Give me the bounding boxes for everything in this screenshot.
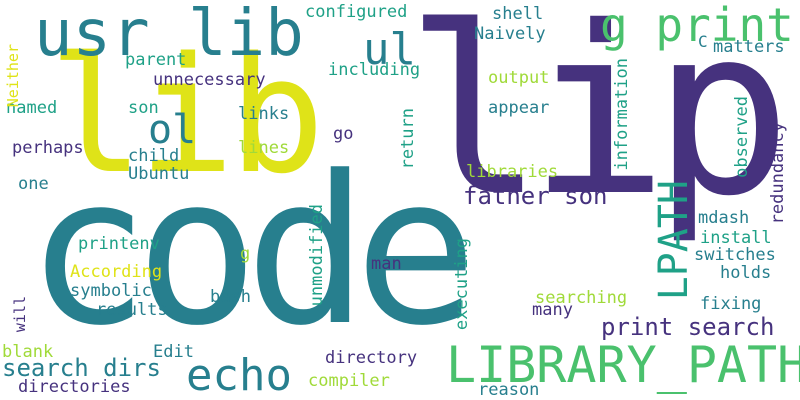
word-child: child — [128, 146, 180, 166]
word-go: go — [333, 124, 354, 144]
word-return: return — [398, 108, 418, 170]
word-links: links — [238, 104, 290, 124]
word-named: named — [6, 98, 58, 118]
word-naively: Naively — [474, 24, 546, 44]
word-reason: reason — [478, 380, 540, 400]
word-lip: lip — [405, 0, 792, 247]
word-shell: shell — [492, 4, 544, 24]
word-unnecessary: unnecessary — [153, 70, 266, 90]
word-bash: bash — [210, 287, 251, 307]
word-including: including — [328, 60, 421, 80]
word-install: install — [700, 228, 772, 248]
word-g-print: g print — [600, 0, 794, 52]
word-son: son — [128, 98, 159, 118]
word-perhaps: perhaps — [12, 138, 84, 158]
word-executing: executing — [452, 238, 472, 331]
word-neither: Neither — [4, 44, 22, 108]
word-will: will — [11, 296, 29, 333]
word-appear: appear — [488, 98, 550, 118]
word-many: many — [532, 300, 573, 320]
word-matters: matters — [713, 37, 785, 57]
word-ul: ul — [363, 24, 416, 75]
word-lines: lines — [238, 138, 290, 158]
word-library-path: LIBRARY_PATH — [446, 336, 800, 394]
word-output: output — [488, 68, 550, 88]
word-lpath: LPATH — [651, 180, 697, 301]
word-man: man — [371, 254, 402, 274]
word-libraries: libraries — [466, 162, 559, 182]
word-fixing: fixing — [700, 294, 762, 314]
word-ubuntu: Ubuntu — [128, 164, 190, 184]
word-echo: echo — [186, 350, 292, 400]
word-compiler: compiler — [308, 371, 390, 391]
word-directories: directories — [18, 377, 131, 397]
word-blank: blank — [2, 342, 54, 362]
word-observed: observed — [732, 96, 752, 178]
word-redundancy: redundancy — [768, 122, 788, 225]
word-configured: configured — [305, 2, 408, 22]
word-edit: Edit — [153, 342, 194, 362]
word-lib: lib — [48, 22, 325, 209]
word-ol: ol — [148, 107, 197, 153]
word-holds: holds — [720, 263, 772, 283]
word-unmodified: unmodified — [307, 204, 327, 307]
word-c: C — [698, 32, 708, 51]
word-directory: directory — [325, 348, 418, 368]
word-search-dirs: search dirs — [2, 354, 161, 382]
word-searching: searching — [535, 288, 628, 308]
word-results: results — [96, 300, 168, 320]
word-parent: parent — [125, 50, 187, 70]
word-father-son: father son — [463, 182, 608, 210]
word-information: information — [612, 58, 632, 171]
word-printenv: printenv — [78, 234, 160, 254]
word-according: According — [70, 262, 163, 282]
word-symbolic: symbolic — [70, 281, 152, 301]
word-g: g — [240, 244, 251, 264]
word-print-search: print search — [601, 313, 775, 341]
word-usr-lib: usr lib — [34, 0, 304, 71]
word-mdash: mdash — [698, 208, 750, 228]
word-switches: switches — [694, 245, 776, 265]
word-one: one — [18, 174, 49, 194]
word-code: code — [26, 133, 478, 371]
